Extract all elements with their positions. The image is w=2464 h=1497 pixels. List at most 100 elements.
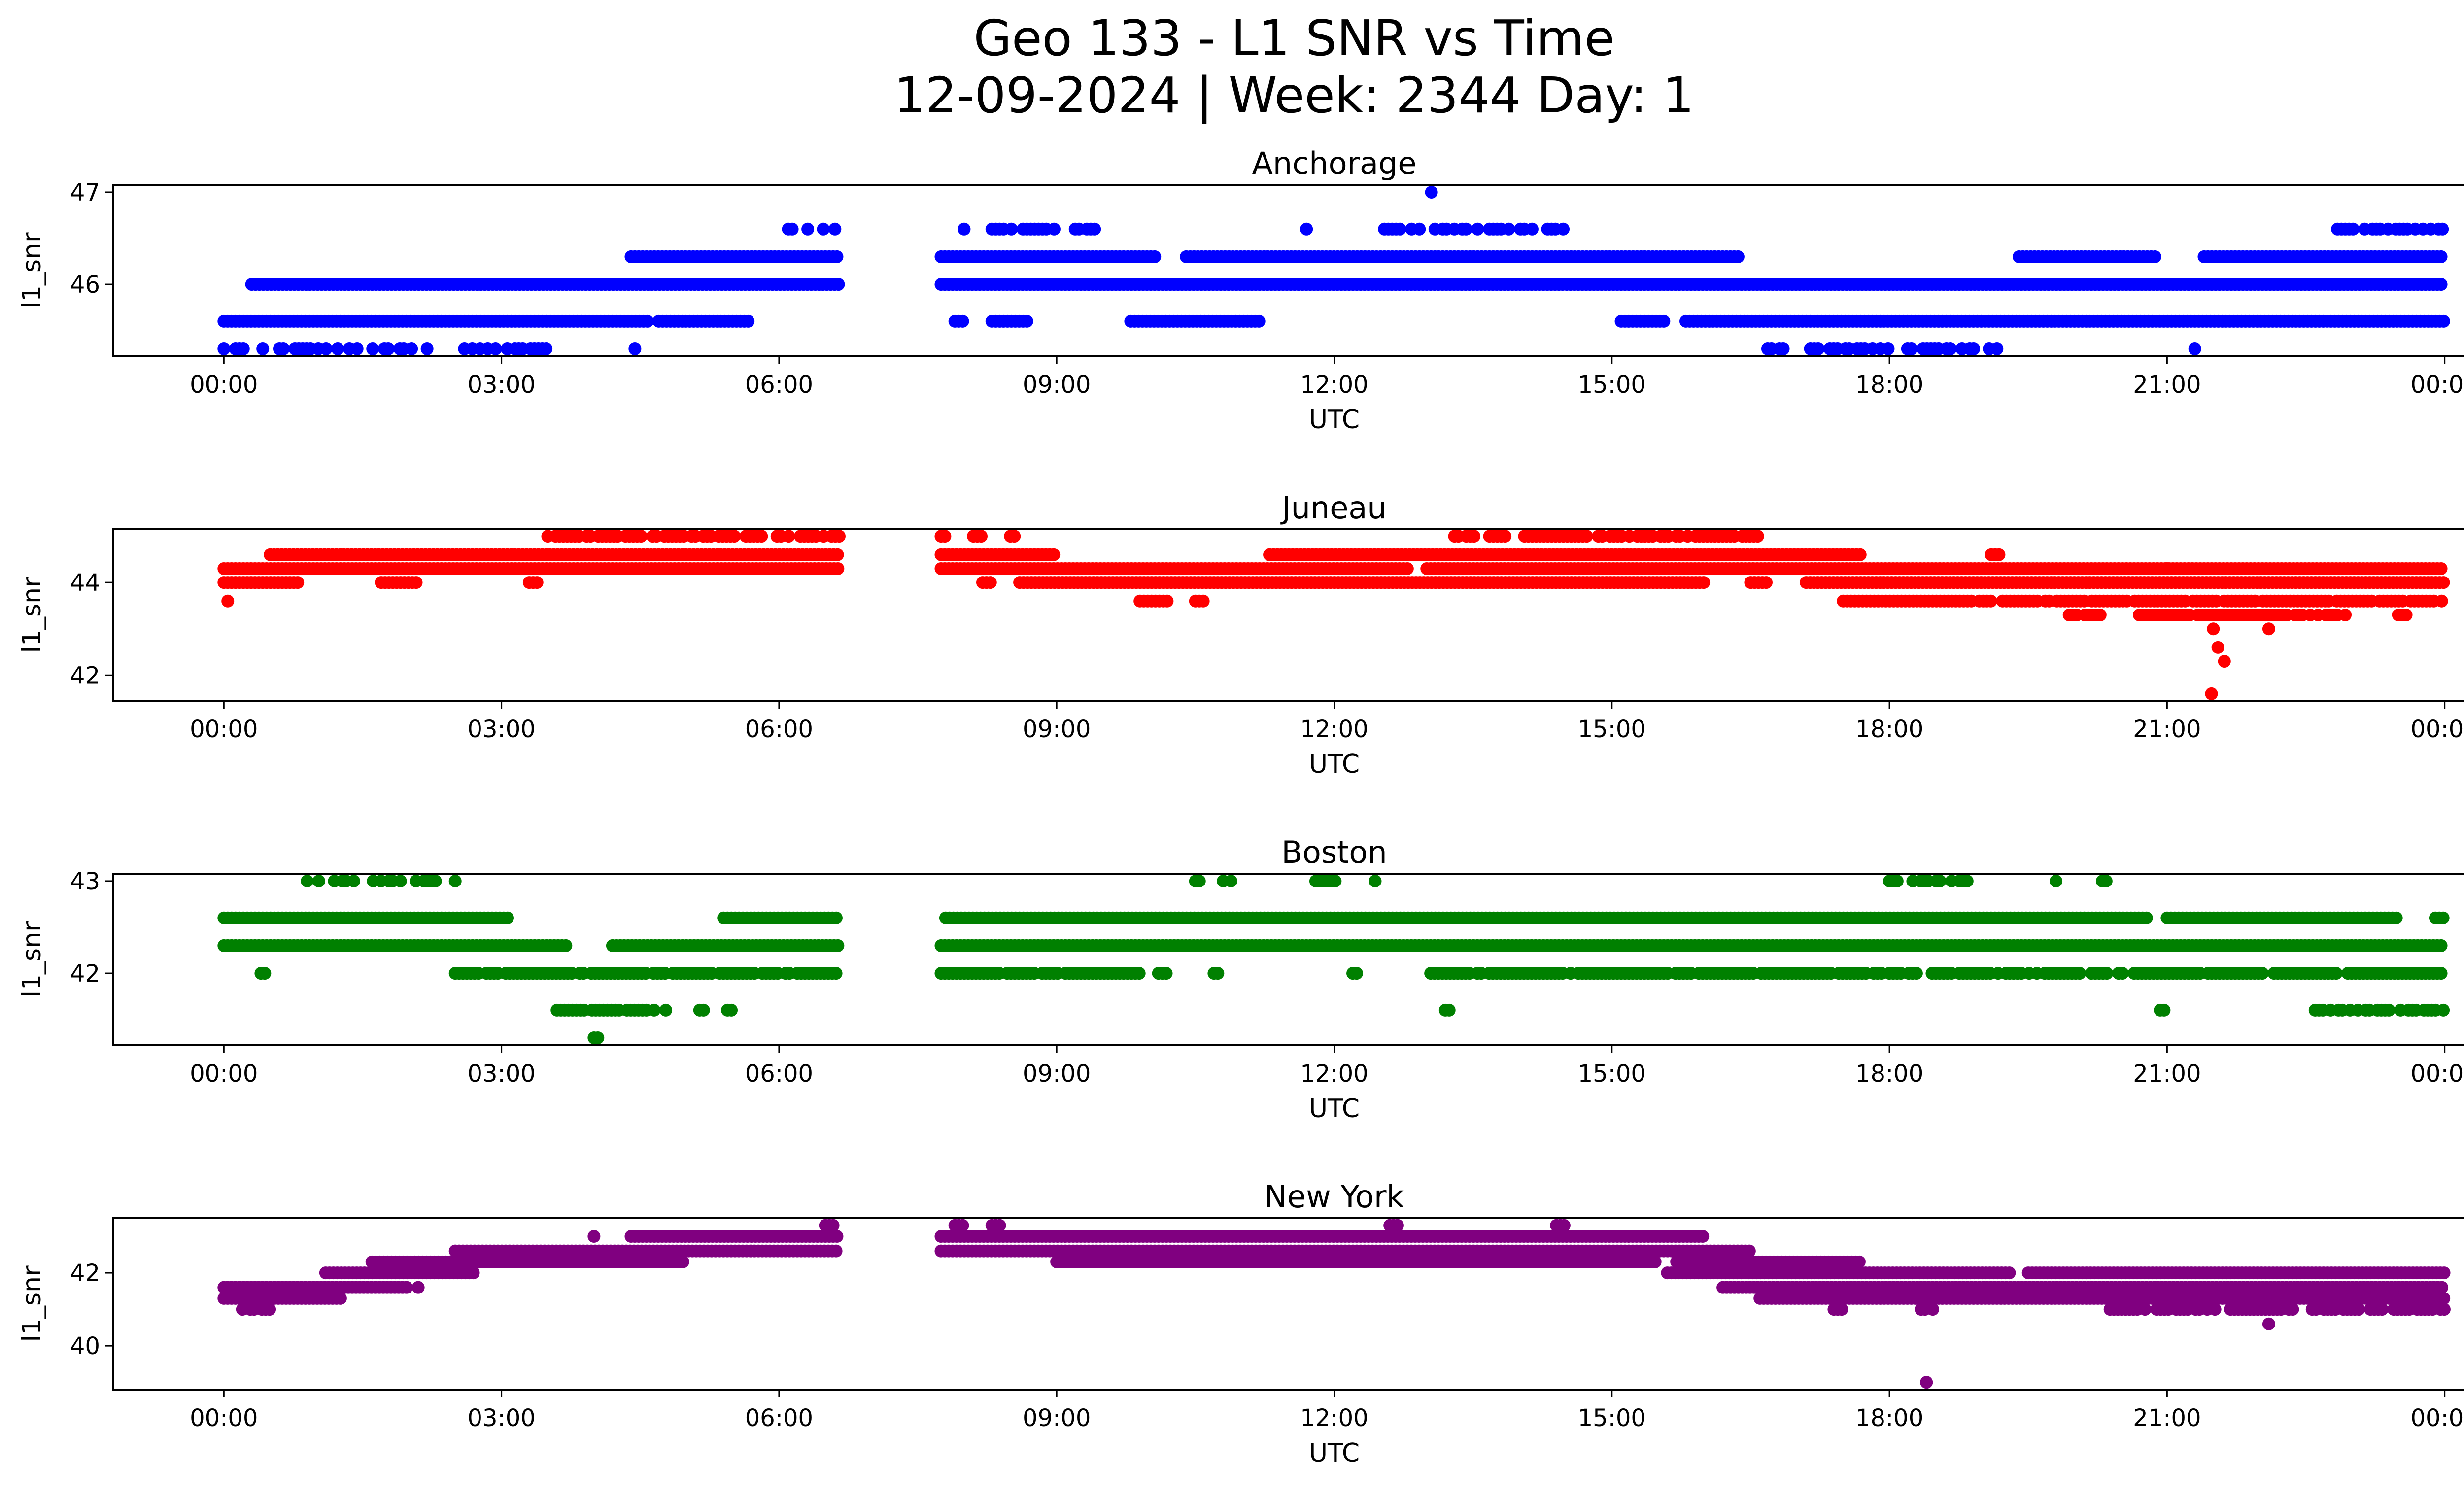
data-point (1760, 576, 1773, 589)
data-point (641, 315, 654, 328)
data-point (697, 1004, 710, 1017)
data-point (1413, 223, 1426, 236)
data-point (1835, 1303, 1848, 1316)
panel-title: Anchorage (1252, 145, 1416, 181)
data-point (2437, 1292, 2450, 1305)
data-point (956, 315, 969, 328)
data-point (2149, 250, 2161, 263)
data-point (1961, 875, 1974, 887)
data-point (217, 342, 230, 355)
data-point-outlier (2262, 622, 2275, 635)
data-point (1985, 595, 1997, 608)
x-tick-label: 03:00 (467, 715, 535, 743)
data-point (2352, 1303, 2365, 1316)
x-tick-label: 15:00 (1578, 371, 1646, 399)
panel-title: New York (1265, 1179, 1404, 1215)
y-tick-label: 47 (70, 179, 100, 206)
data-point (2347, 223, 2360, 236)
data-point (2437, 315, 2450, 328)
figure-title: Geo 133 - L1 SNR vs Time (974, 9, 1615, 67)
scatter-points (217, 186, 2450, 355)
data-point (2209, 1303, 2222, 1316)
data-point-outlier (2160, 562, 2173, 575)
x-tick-label: 06:00 (745, 371, 813, 399)
data-point-outlier (1425, 186, 1438, 199)
x-tick-label: 06:00 (745, 1060, 813, 1088)
data-point (2139, 1303, 2152, 1316)
data-point (1580, 530, 1593, 543)
x-tick-label: 18:00 (1855, 715, 1923, 743)
data-point-outlier (2207, 622, 2220, 635)
data-point (237, 342, 250, 355)
data-point (1369, 875, 1381, 887)
data-point (1021, 315, 1033, 328)
data-point (1557, 223, 1570, 236)
data-point (410, 576, 422, 589)
x-tick-label: 21:00 (2133, 1060, 2201, 1088)
x-tick-label: 21:00 (2133, 371, 2201, 399)
data-point (277, 342, 290, 355)
data-point (801, 223, 814, 236)
data-point (351, 342, 364, 355)
data-point (263, 1303, 276, 1316)
x-tick-label: 12:00 (1300, 1060, 1368, 1088)
data-point (2436, 223, 2449, 236)
data-point (1891, 875, 1904, 887)
data-point (1967, 342, 1980, 355)
panel-title: Boston (1281, 834, 1387, 870)
data-point (1253, 315, 1266, 328)
data-point (531, 576, 544, 589)
data-point (405, 342, 418, 355)
x-tick-label: 03:00 (467, 371, 535, 399)
data-point (831, 562, 844, 575)
data-point (832, 278, 845, 291)
data-point (2189, 342, 2201, 355)
x-tick-label: 00:00 (190, 715, 258, 743)
x-tick-label: 18:00 (1855, 1060, 1923, 1088)
data-point (2073, 967, 2086, 980)
data-point (559, 939, 572, 952)
x-tick-label: 00:00 (2411, 1060, 2464, 1088)
data-point (312, 875, 325, 887)
x-tick-label: 06:00 (745, 715, 813, 743)
data-point (1732, 250, 1745, 263)
x-axis-label: UTC (1309, 405, 1360, 435)
data-point (742, 315, 754, 328)
data-point (1225, 875, 1237, 887)
data-point (833, 530, 846, 543)
data-point (1008, 530, 1021, 543)
data-point (400, 1281, 413, 1294)
data-point (1990, 342, 2003, 355)
data-point (2383, 1004, 2396, 1017)
data-point (2376, 1303, 2389, 1316)
data-point (501, 912, 514, 924)
x-tick-label: 09:00 (1023, 1060, 1091, 1088)
y-axis-label: l1_snr (17, 921, 47, 998)
data-point (2256, 967, 2269, 980)
data-point (958, 223, 970, 236)
data-point (2094, 609, 2107, 621)
data-point (1992, 548, 2005, 561)
data-point (331, 342, 344, 355)
data-point (382, 342, 395, 355)
data-point (366, 342, 379, 355)
data-point (1910, 967, 1923, 980)
y-axis-label: l1_snr (17, 577, 47, 653)
data-point (1088, 223, 1101, 236)
scatter-points (217, 1219, 2451, 1389)
y-tick-label: 43 (70, 868, 100, 895)
x-tick-label: 15:00 (1578, 715, 1646, 743)
data-point (1160, 967, 1173, 980)
data-point (1944, 342, 1957, 355)
data-point (394, 875, 407, 887)
axes-frame (113, 874, 2464, 1045)
data-point (258, 967, 271, 980)
data-point (320, 342, 333, 355)
data-point (2050, 875, 2062, 887)
data-point (347, 875, 360, 887)
data-point (984, 576, 997, 589)
data-point (2438, 1303, 2451, 1316)
